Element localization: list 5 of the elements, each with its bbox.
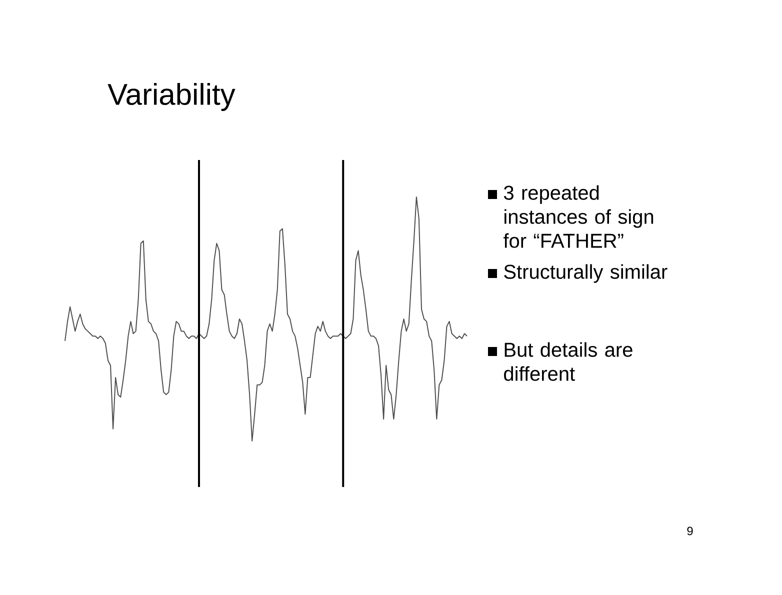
text: 3 repeated instances of sign for “FATHER” — [503, 185, 654, 248]
text: Structurally similar — [504, 264, 668, 283]
text: 9 — [687, 526, 693, 536]
text: But details are different — [504, 342, 632, 381]
chart-title: Variability — [108, 83, 236, 111]
